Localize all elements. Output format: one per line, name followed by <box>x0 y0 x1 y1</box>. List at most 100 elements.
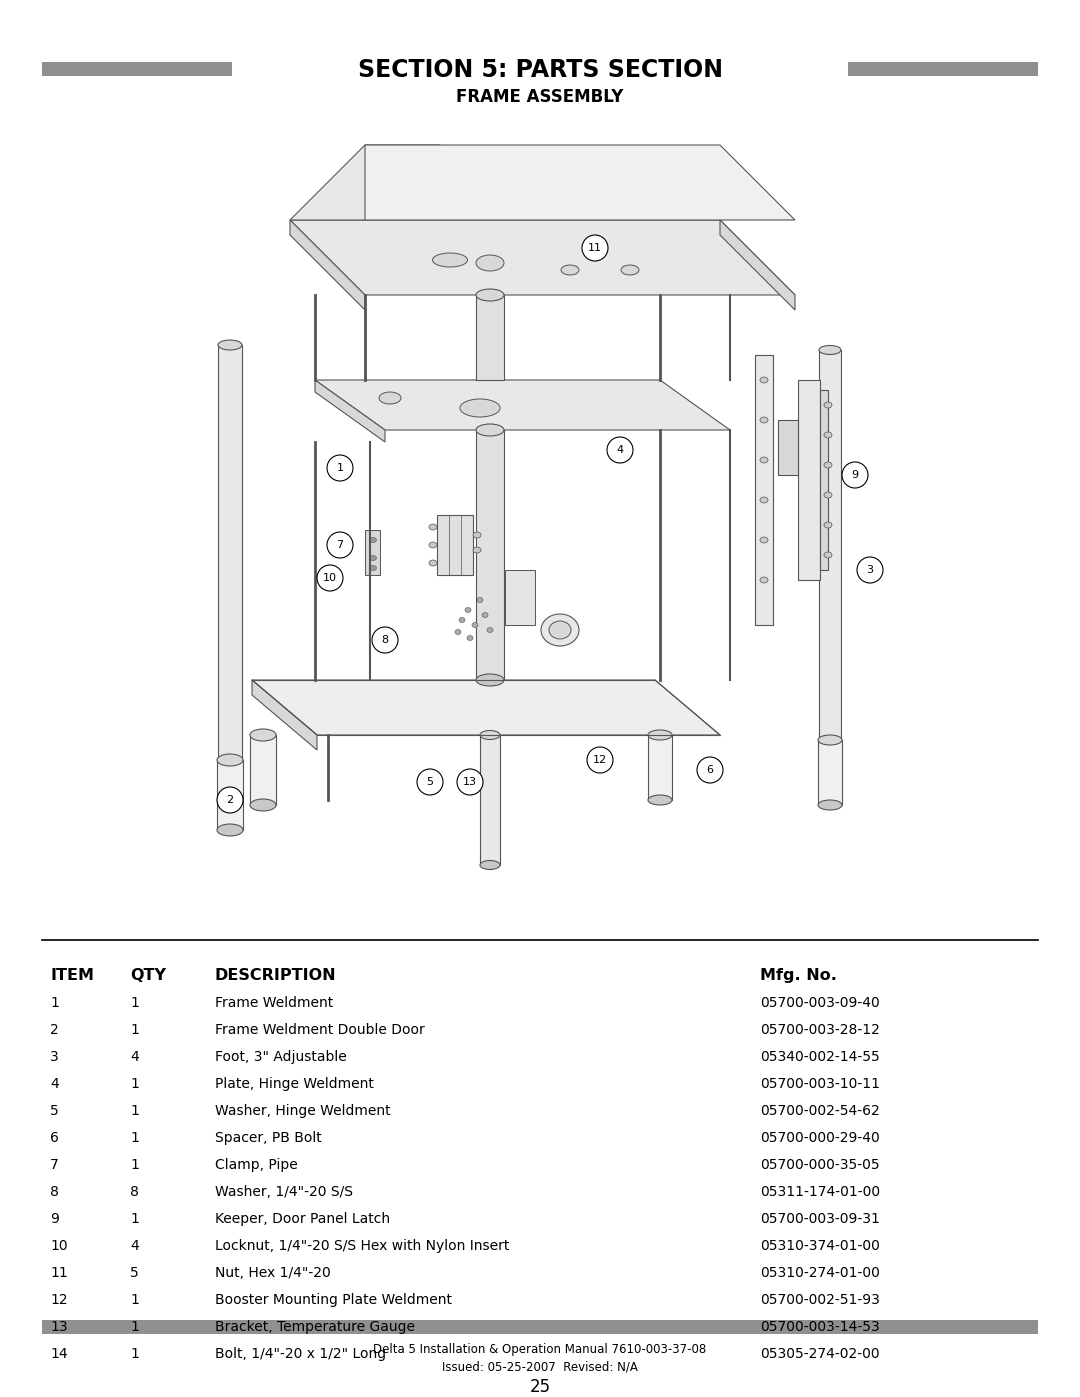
Text: 1: 1 <box>50 996 59 1010</box>
Text: 25: 25 <box>529 1377 551 1396</box>
Ellipse shape <box>819 345 841 355</box>
Text: Washer, Hinge Weldment: Washer, Hinge Weldment <box>215 1104 391 1118</box>
FancyBboxPatch shape <box>476 430 504 680</box>
Text: 10: 10 <box>50 1239 68 1253</box>
Text: 1: 1 <box>130 1023 139 1037</box>
Ellipse shape <box>217 754 243 766</box>
FancyBboxPatch shape <box>648 735 672 800</box>
Text: 05311-174-01-00: 05311-174-01-00 <box>760 1185 880 1199</box>
Polygon shape <box>252 680 318 750</box>
Circle shape <box>858 557 883 583</box>
Ellipse shape <box>429 560 437 566</box>
Circle shape <box>417 768 443 795</box>
Circle shape <box>457 768 483 795</box>
Ellipse shape <box>760 416 768 423</box>
Text: 05310-374-01-00: 05310-374-01-00 <box>760 1239 880 1253</box>
Text: 14: 14 <box>50 1347 68 1361</box>
FancyBboxPatch shape <box>218 345 242 766</box>
Ellipse shape <box>482 612 488 617</box>
FancyBboxPatch shape <box>217 760 243 830</box>
Ellipse shape <box>480 861 500 869</box>
Ellipse shape <box>369 566 377 570</box>
Text: Plate, Hinge Weldment: Plate, Hinge Weldment <box>215 1077 374 1091</box>
Circle shape <box>372 627 399 652</box>
Text: Keeper, Door Panel Latch: Keeper, Door Panel Latch <box>215 1213 390 1227</box>
Text: Bracket, Temperature Gauge: Bracket, Temperature Gauge <box>215 1320 415 1334</box>
Ellipse shape <box>473 548 481 553</box>
Text: 8: 8 <box>50 1185 59 1199</box>
Text: 5: 5 <box>427 777 433 787</box>
Text: 5: 5 <box>130 1266 138 1280</box>
Ellipse shape <box>455 630 461 634</box>
Ellipse shape <box>648 731 672 740</box>
Polygon shape <box>315 380 730 430</box>
Text: 3: 3 <box>866 564 874 576</box>
Text: 2: 2 <box>50 1023 58 1037</box>
Text: 1: 1 <box>130 1347 139 1361</box>
Text: 05700-000-29-40: 05700-000-29-40 <box>760 1132 880 1146</box>
Text: SECTION 5: PARTS SECTION: SECTION 5: PARTS SECTION <box>357 59 723 82</box>
Ellipse shape <box>369 556 377 560</box>
FancyBboxPatch shape <box>249 735 276 805</box>
Text: 8: 8 <box>130 1185 139 1199</box>
Text: 05700-003-10-11: 05700-003-10-11 <box>760 1077 880 1091</box>
Ellipse shape <box>217 824 243 835</box>
Circle shape <box>327 532 353 557</box>
FancyBboxPatch shape <box>818 740 842 805</box>
Ellipse shape <box>467 636 473 640</box>
Text: 1: 1 <box>130 1320 139 1334</box>
Text: ITEM: ITEM <box>50 968 94 983</box>
Ellipse shape <box>561 265 579 275</box>
FancyBboxPatch shape <box>820 390 828 570</box>
Text: 12: 12 <box>50 1294 68 1308</box>
FancyBboxPatch shape <box>778 420 798 475</box>
Polygon shape <box>291 219 795 295</box>
Ellipse shape <box>476 256 504 271</box>
Text: 05700-002-54-62: 05700-002-54-62 <box>760 1104 880 1118</box>
Text: 05700-003-28-12: 05700-003-28-12 <box>760 1023 880 1037</box>
Text: Washer, 1/4"-20 S/S: Washer, 1/4"-20 S/S <box>215 1185 353 1199</box>
Text: 1: 1 <box>130 996 139 1010</box>
Ellipse shape <box>472 623 478 627</box>
Ellipse shape <box>819 740 841 750</box>
Text: 05700-003-09-31: 05700-003-09-31 <box>760 1213 880 1227</box>
Ellipse shape <box>249 729 276 740</box>
Ellipse shape <box>760 457 768 462</box>
Text: 3: 3 <box>50 1051 58 1065</box>
Ellipse shape <box>429 542 437 548</box>
Ellipse shape <box>760 377 768 383</box>
Polygon shape <box>291 145 440 219</box>
Ellipse shape <box>760 577 768 583</box>
Ellipse shape <box>487 627 492 633</box>
Text: 1: 1 <box>130 1104 139 1118</box>
Text: QTY: QTY <box>130 968 166 983</box>
Text: 7: 7 <box>50 1158 58 1172</box>
Ellipse shape <box>541 615 579 645</box>
Ellipse shape <box>460 400 500 416</box>
Circle shape <box>318 564 343 591</box>
Ellipse shape <box>429 524 437 529</box>
FancyBboxPatch shape <box>42 1320 1038 1334</box>
Text: 4: 4 <box>130 1051 138 1065</box>
Text: Bolt, 1/4"-20 x 1/2" Long: Bolt, 1/4"-20 x 1/2" Long <box>215 1347 387 1361</box>
Ellipse shape <box>760 536 768 543</box>
Text: Frame Weldment: Frame Weldment <box>215 996 334 1010</box>
Ellipse shape <box>249 799 276 812</box>
Ellipse shape <box>473 532 481 538</box>
FancyBboxPatch shape <box>480 735 500 865</box>
Text: 1: 1 <box>130 1132 139 1146</box>
Circle shape <box>842 462 868 488</box>
Text: Clamp, Pipe: Clamp, Pipe <box>215 1158 298 1172</box>
Ellipse shape <box>824 432 832 439</box>
Text: 1: 1 <box>130 1077 139 1091</box>
Ellipse shape <box>465 608 471 612</box>
Ellipse shape <box>480 731 500 739</box>
Text: Spacer, PB Bolt: Spacer, PB Bolt <box>215 1132 322 1146</box>
Text: 4: 4 <box>130 1239 138 1253</box>
Ellipse shape <box>824 522 832 528</box>
Text: Mfg. No.: Mfg. No. <box>760 968 837 983</box>
FancyBboxPatch shape <box>505 570 535 624</box>
Text: 1: 1 <box>337 462 343 474</box>
Polygon shape <box>720 219 795 310</box>
Ellipse shape <box>824 402 832 408</box>
